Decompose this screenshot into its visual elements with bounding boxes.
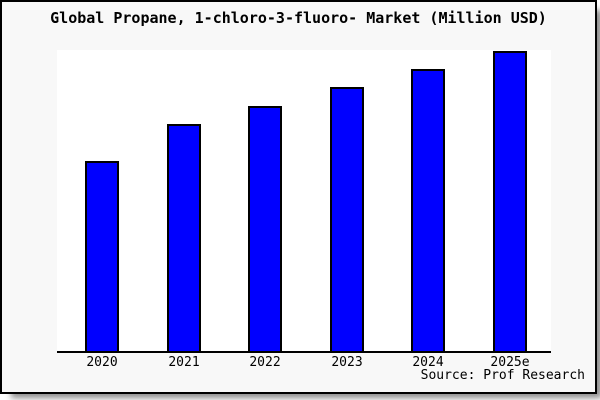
plot-area: [57, 50, 551, 353]
source-note: Source: Prof Research: [420, 368, 585, 383]
x-tick-label-2023: 2023: [331, 355, 363, 370]
bar-2024: [411, 69, 445, 351]
bar-2023: [330, 87, 364, 351]
bar-2020: [85, 161, 119, 351]
bar-2021: [167, 124, 201, 351]
x-tick-label-2020: 2020: [86, 355, 118, 370]
bar-2022: [248, 106, 282, 351]
x-tick-label-2022: 2022: [249, 355, 281, 370]
x-tick-label-2021: 2021: [168, 355, 200, 370]
chart-title: Global Propane, 1-chloro-3-fluoro- Marke…: [50, 9, 547, 27]
x-tick-label-2024: 2024: [412, 355, 444, 370]
bar-2025e: [493, 51, 527, 351]
x-tick-label-2025e: 2025e: [490, 355, 530, 370]
x-axis-labels: 2020 2021 2022 2023 2024 2025e: [57, 355, 551, 371]
